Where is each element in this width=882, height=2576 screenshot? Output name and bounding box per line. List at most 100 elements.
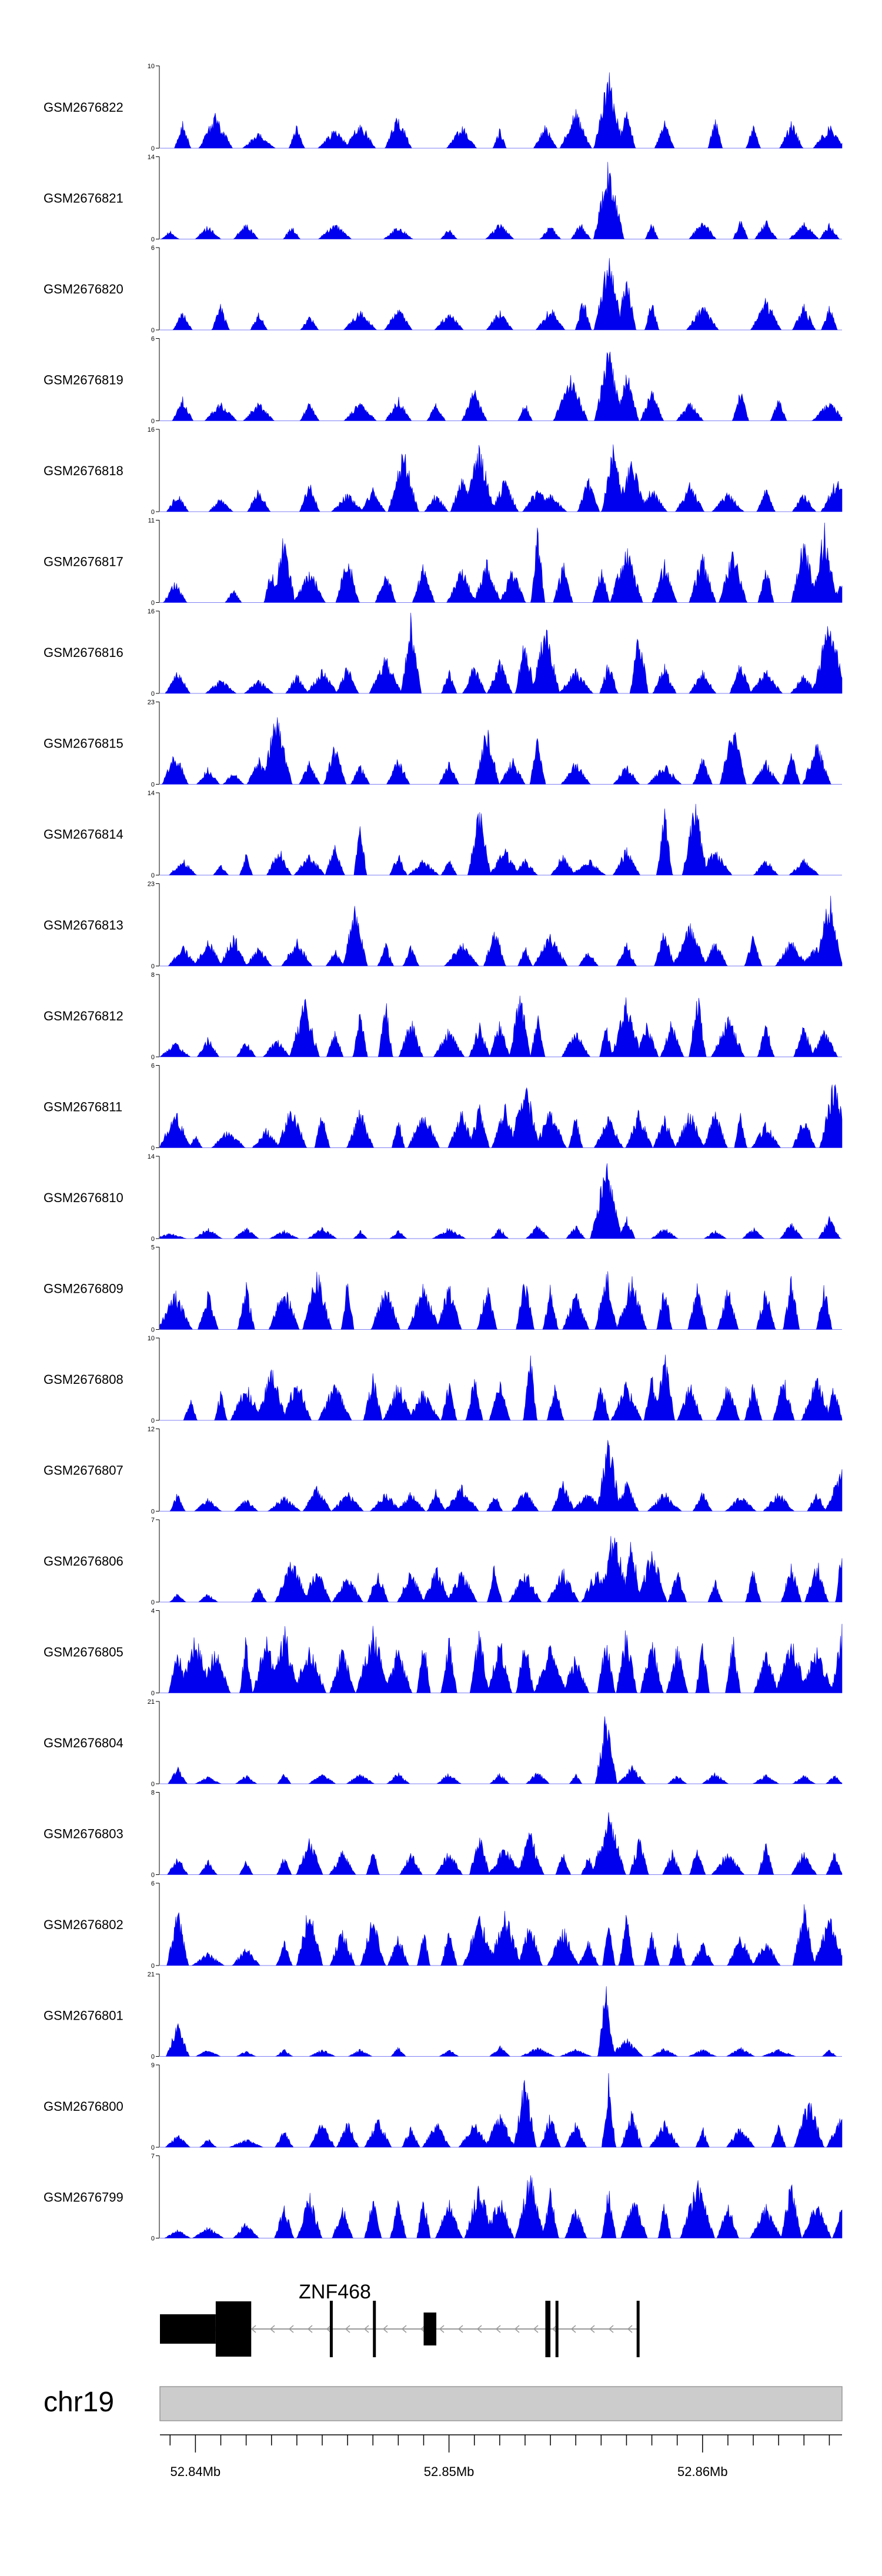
gene-exon [215,2301,252,2357]
track-label: GSM2676812 [44,1009,123,1023]
strand-arrow [326,2325,332,2333]
x-axis-tick-label: 52.86Mb [677,2464,728,2479]
track-label: GSM2676805 [44,1645,123,1660]
track-label: GSM2676799 [44,2190,123,2205]
gene-exon [423,2313,437,2345]
track-GSM2676813: GSM2676813 23 0 [44,881,843,970]
coverage-area [159,1084,843,1148]
track-label: GSM2676807 [44,1463,123,1478]
y-axis-min-label: 0 [151,1417,155,1424]
strand-arrow [627,2325,633,2333]
track-GSM2676800: GSM2676800 9 0 [44,2062,843,2151]
y-axis-max-label: 21 [148,1971,155,1978]
y-axis-min-label: 0 [151,2144,155,2151]
track-label: GSM2676803 [44,1827,123,1841]
track-GSM2676820: GSM2676820 6 0 [44,245,842,334]
track-label: GSM2676811 [44,1100,122,1115]
track-GSM2676801: GSM2676801 21 0 [44,1971,842,2061]
coverage-area [160,162,842,239]
strand-arrow [250,2325,256,2333]
track-GSM2676819: GSM2676819 6 0 [44,336,843,425]
y-axis-max-label: 6 [151,1063,155,1070]
strand-arrow [570,2325,576,2333]
track-label: GSM2676802 [44,1917,123,1932]
y-axis-min-label: 0 [151,600,155,607]
y-axis-min-label: 0 [151,963,155,970]
gene-exon [373,2301,376,2357]
y-axis-min-label: 0 [151,1236,155,1243]
y-axis-max-label: 6 [151,1880,155,1887]
track-label: GSM2676804 [44,1736,123,1750]
track-GSM2676816: GSM2676816 16 0 [44,608,843,698]
track-GSM2676822: GSM2676822 10 0 [44,63,843,152]
y-axis-min-label: 0 [151,418,155,425]
track-label: GSM2676814 [44,827,123,842]
gene-name-label: ZNF468 [299,2281,371,2303]
strand-arrow [307,2325,313,2333]
track-GSM2676805: GSM2676805 4 0 [44,1608,843,1697]
y-axis-min-label: 0 [151,1327,155,1334]
coverage-area [160,1812,843,1875]
y-axis-max-label: 10 [148,1335,155,1342]
coverage-area [160,1904,843,1966]
x-axis-tick-label: 52.85Mb [424,2464,475,2479]
track-label: GSM2676810 [44,1190,123,1205]
y-axis-max-label: 12 [148,1426,155,1433]
track-GSM2676807: GSM2676807 12 0 [44,1426,843,1516]
coverage-area [159,1163,842,1239]
y-axis-max-label: 6 [151,245,155,252]
strand-arrow [382,2325,388,2333]
track-GSM2676815: GSM2676815 23 0 [44,699,842,789]
track-GSM2676808: GSM2676808 10 0 [44,1335,843,1424]
y-axis-max-label: 8 [151,972,155,979]
coverage-area [160,717,842,785]
y-axis-max-label: 4 [151,1608,155,1615]
y-axis-min-label: 0 [151,2235,155,2243]
chromosome-ideogram-track: chr19 [44,2386,843,2421]
track-GSM2676799: GSM2676799 7 0 [44,2153,843,2243]
gene-exon [329,2301,333,2357]
coverage-area [160,258,842,331]
coverage-area [159,995,842,1057]
coverage-area [160,352,843,421]
coverage-area [160,2073,843,2148]
track-GSM2676803: GSM2676803 8 0 [44,1790,843,1879]
y-axis-max-label: 6 [151,336,155,343]
gene-model-track: ZNF468 [160,2281,640,2357]
y-axis-min-label: 0 [151,1054,155,1061]
coverage-area [160,1986,842,2057]
track-GSM2676806: GSM2676806 7 0 [44,1517,843,1606]
y-axis-min-label: 0 [151,782,155,789]
strand-arrow [608,2325,614,2333]
track-label: GSM2676817 [44,555,123,569]
x-axis-tick-label: 52.84Mb [171,2464,221,2479]
y-axis-max-label: 21 [148,1699,155,1706]
y-axis-max-label: 5 [151,1244,155,1252]
track-label: GSM2676819 [44,373,123,388]
y-axis-max-label: 16 [148,426,155,433]
track-GSM2676814: GSM2676814 14 0 [44,790,842,879]
chromosome-band [159,2386,843,2421]
strand-arrow [514,2325,520,2333]
y-axis-max-label: 7 [151,1517,155,1524]
y-axis-max-label: 11 [148,518,155,525]
y-axis-min-label: 0 [151,1872,155,1879]
y-axis-min-label: 0 [151,872,155,879]
y-axis-min-label: 0 [151,145,155,152]
gene-exon [555,2301,559,2357]
coverage-area [160,444,843,512]
track-GSM2676821: GSM2676821 14 0 [44,154,842,243]
coverage-area [160,803,842,876]
coverage-area [159,1271,842,1330]
gene-exon [160,2314,216,2344]
y-axis-min-label: 0 [151,1963,155,1970]
strand-arrow [439,2325,445,2333]
track-label: GSM2676801 [44,2008,123,2023]
y-axis-max-label: 14 [148,790,155,797]
coverage-area [160,1536,843,1603]
coverage-area [160,72,843,149]
y-axis-min-label: 0 [151,1781,155,1788]
strand-arrow [269,2325,275,2333]
track-label: GSM2676806 [44,1554,123,1569]
